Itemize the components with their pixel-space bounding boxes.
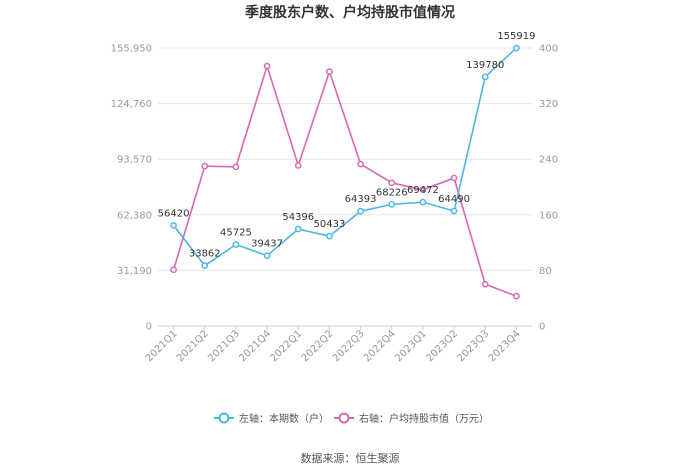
- data-label: 64393: [345, 194, 377, 205]
- data-point-right[interactable]: [263, 62, 271, 70]
- data-label: 54396: [282, 212, 314, 223]
- data-source: 数据来源：恒生聚源: [301, 451, 400, 465]
- data-point-right[interactable]: [513, 292, 520, 300]
- x-tick-label: 2023Q4: [487, 328, 523, 364]
- data-label: 139780: [466, 60, 504, 71]
- left-tick-label: 124,760: [111, 99, 152, 110]
- data-point-left[interactable]: [513, 44, 520, 52]
- x-tick-label: 2022Q1: [269, 328, 305, 364]
- left-tick-label: 62,380: [117, 210, 152, 221]
- left-axis: 0 31,190 62,380 93,570 124,760 155,950: [111, 44, 152, 333]
- data-point-left[interactable]: [357, 207, 364, 215]
- data-label: 56420: [158, 208, 190, 219]
- left-tick-label: 31,190: [117, 266, 152, 277]
- grid-lines: [158, 47, 532, 327]
- series-line-left: [172, 47, 517, 267]
- right-tick-label: 80: [539, 266, 552, 277]
- data-point-right[interactable]: [294, 162, 302, 169]
- right-tick-label: 400: [539, 44, 558, 55]
- data-point-right[interactable]: [201, 162, 209, 170]
- data-point-left[interactable]: [201, 262, 209, 269]
- data-label: 69472: [407, 185, 439, 196]
- data-point-right[interactable]: [232, 163, 240, 171]
- data-point-right[interactable]: [326, 68, 333, 75]
- legend-label-left[interactable]: 左轴：本期数（户）: [239, 412, 329, 425]
- legend: 左轴：本期数（户） 右轴：户均持股市值（万元）: [214, 412, 489, 425]
- data-label: 68226: [376, 187, 408, 198]
- series-line-right: [172, 63, 517, 297]
- data-point-left[interactable]: [232, 241, 240, 248]
- left-tick-label: 93,570: [117, 155, 152, 166]
- x-tick-label: 2022Q2: [300, 328, 336, 364]
- legend-label-right[interactable]: 右轴：户均持股市值（万元）: [359, 412, 489, 425]
- data-label: 50433: [314, 219, 346, 230]
- data-label: 33862: [189, 249, 221, 260]
- chart-title: 季度股东户数、户均持股市值情况: [244, 4, 455, 21]
- x-tick-label: 2023Q2: [424, 328, 460, 364]
- right-tick-label: 160: [539, 210, 558, 221]
- data-point-right[interactable]: [357, 160, 364, 168]
- data-point-left[interactable]: [419, 198, 427, 206]
- data-point-left[interactable]: [388, 201, 396, 208]
- left-tick-label: 0: [146, 322, 152, 333]
- data-label: 39437: [251, 239, 283, 250]
- x-axis: 2021Q12021Q22021Q32021Q42022Q12022Q22022…: [144, 326, 523, 364]
- legend-swatch-marker-left: [218, 412, 230, 424]
- x-tick-label: 2023Q3: [456, 328, 492, 364]
- x-tick-label: 2021Q2: [175, 328, 211, 364]
- left-tick-label: 155,950: [111, 44, 152, 55]
- data-label: 45725: [220, 227, 252, 238]
- x-tick-label: 2021Q4: [237, 328, 273, 364]
- legend-swatch-marker-right: [338, 412, 350, 424]
- x-tick-label: 2022Q4: [362, 328, 398, 364]
- data-point-left[interactable]: [294, 225, 302, 233]
- data-point-right[interactable]: [388, 179, 396, 187]
- x-tick-label: 2023Q1: [393, 328, 429, 364]
- right-tick-label: 320: [539, 99, 558, 110]
- right-axis: 0 80 160 240 320 400: [539, 44, 558, 333]
- data-point-right[interactable]: [450, 174, 458, 182]
- x-tick-label: 2022Q3: [331, 328, 367, 364]
- data-point-right[interactable]: [419, 186, 427, 194]
- data-label: 155919: [497, 31, 535, 42]
- data-point-right[interactable]: [481, 280, 489, 288]
- data-point-left[interactable]: [263, 252, 271, 260]
- x-tick-label: 2021Q3: [206, 328, 242, 364]
- right-tick-label: 0: [539, 322, 545, 333]
- data-point-left[interactable]: [481, 73, 489, 81]
- x-tick-label: 2021Q1: [144, 328, 180, 364]
- data-point-right[interactable]: [170, 266, 177, 274]
- data-point-left[interactable]: [326, 232, 333, 240]
- data-label: 64490: [438, 194, 470, 205]
- right-tick-label: 240: [539, 155, 558, 166]
- data-point-left[interactable]: [450, 207, 458, 215]
- data-point-left[interactable]: [170, 222, 177, 229]
